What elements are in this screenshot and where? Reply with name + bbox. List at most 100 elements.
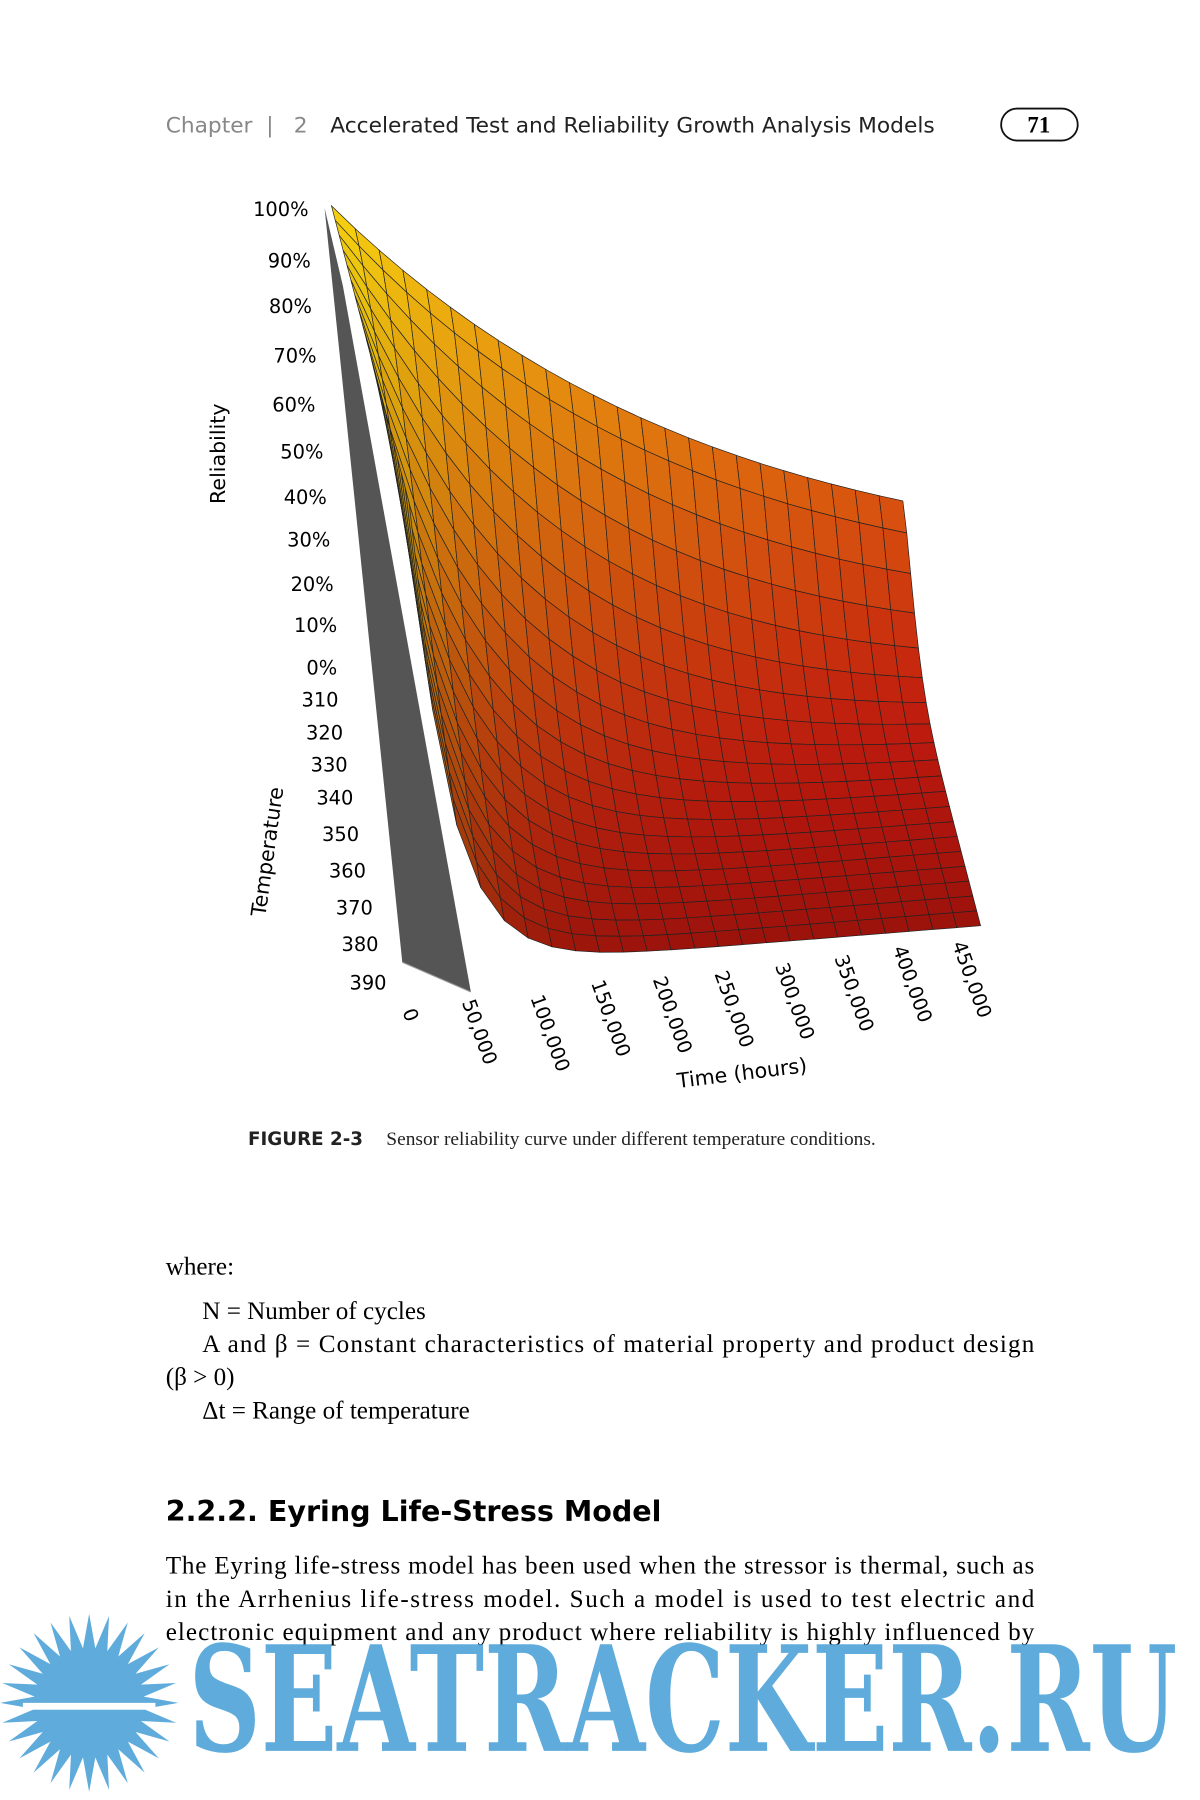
surface-patch [842,762,871,782]
surface-patch [877,809,907,828]
surface-patch [750,782,780,802]
surface-patch [797,877,827,895]
surface-patch [928,912,958,930]
surface-patch [722,867,752,885]
temperature-tick-label: 350 [322,823,359,846]
surface-patch [770,863,799,882]
surface-patch [607,885,636,905]
surface-patch [830,698,860,725]
surface-patch [782,815,811,834]
surface-patch [639,815,669,837]
surface-patch [802,665,832,700]
surface-patch [878,495,908,534]
surface-patch [873,794,903,813]
surface-patch [774,878,803,897]
surface-patch [905,823,934,841]
surface-patch [826,669,856,701]
temperature-tick-label: 380 [341,933,378,956]
surface-patch [829,905,859,923]
surface-patch [821,875,851,893]
surface-patch [909,742,939,762]
surface-patch [766,742,796,765]
surface-patch [798,630,828,670]
paragraph-line: electronic equipment and any product whe… [166,1619,1035,1646]
surface-patch [703,780,732,802]
surface-patch [758,817,788,836]
surface-patch [631,886,660,905]
surface-patch [711,818,740,838]
surface-patch [738,834,768,853]
surface-patch [862,743,891,764]
surface-patch [897,884,926,903]
surface-patch [936,851,966,869]
surface-patch [881,916,910,934]
surface-patch [857,918,886,936]
surface-patch [901,807,931,826]
surface-patch [611,903,640,921]
watermark: SEATRACKER.RU [0,1613,1177,1792]
surface-patch [659,797,688,820]
surface-patch [698,868,728,887]
surface-patch [794,862,823,880]
surface-patch [838,744,867,765]
surface-patch [707,800,736,820]
temperature-tick-label: 310 [301,688,338,711]
surface-patch [833,919,862,938]
surface-patch [643,834,672,855]
reliability-tick-label: 80% [269,295,312,318]
surface-patch [825,890,855,908]
caption-label: FIGURE 2-3 [248,1129,363,1150]
surface-patch [742,850,772,868]
surface-patch [841,858,871,877]
horizon [22,1702,156,1710]
surface-patch [718,851,748,870]
surface-patch [849,795,879,814]
surface-patch [874,674,903,703]
surface-patch [894,645,923,679]
surface-patch [785,923,815,942]
paragraph-line: The Eyring life-stress model has been us… [166,1553,1035,1580]
surface-patch [734,818,764,837]
paragraph: The Eyring life-stress model has been us… [166,1553,1035,1646]
surface-patch [870,642,899,677]
surface-patch [758,910,787,929]
surface-patch [885,743,915,763]
figure: Reliability Temperature Time (hours) 100… [206,198,996,1093]
surface-patch [813,845,843,863]
surface-patch [921,790,950,809]
surface-patch [815,552,844,602]
surface-patch [782,693,812,723]
surface-patch [790,743,820,765]
surface-patch [811,510,840,560]
section-heading: 2.2.2. Eyring Life-Stress Model [166,1494,662,1528]
surface-patch [846,779,875,799]
surface-patch [651,870,680,888]
surface-patch [743,740,772,765]
surface-patch [806,695,836,724]
surface-patch [917,775,947,794]
surface-patch [790,847,819,865]
surface-patch [794,763,824,784]
surface-patch [893,869,922,888]
reliability-tick-label: 10% [294,614,337,637]
surface-patch [679,778,708,802]
surface-patch [905,723,935,744]
reliability-tick-label: 0% [306,656,337,679]
surface-patch [885,839,914,858]
chapter-number: 2 [294,114,308,139]
surface-patch [746,865,775,884]
surface [330,204,982,953]
surface-patch [690,836,720,855]
temperature-tick-label: 360 [329,860,366,883]
surface-patch [587,901,617,921]
surface-patch [719,737,748,764]
surface-patch [809,921,839,940]
surface-patch [826,797,855,816]
surface-patch [944,880,974,899]
side-wall [324,208,471,992]
temperature-tick-label: 330 [311,753,348,776]
surface-patch [730,801,760,820]
surface-patch [869,778,899,797]
time-tick-label: 450,000 [947,938,996,1021]
surface-patch [706,899,736,917]
